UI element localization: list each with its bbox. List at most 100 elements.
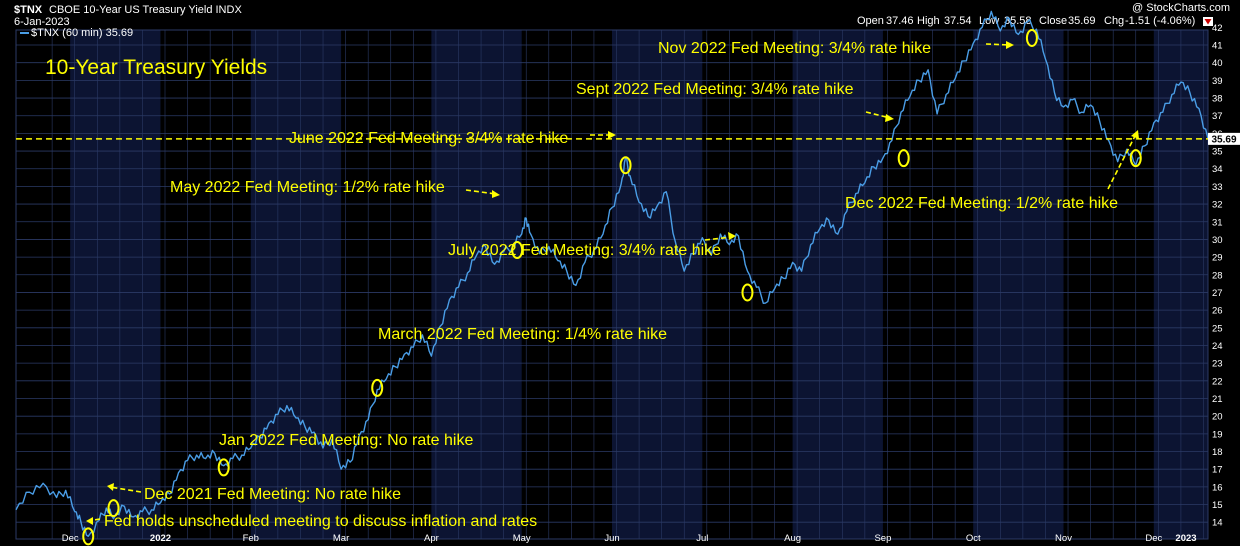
annotation-marker-1 [82, 527, 95, 546]
month-band-5 [792, 30, 883, 539]
down-triangle-icon [1203, 17, 1213, 26]
y-tick-label-21: 34 [1212, 164, 1223, 175]
annotation-arrows [86, 41, 1139, 525]
annotation-arrowhead-10 [1131, 130, 1139, 139]
y-tick-label-24: 37 [1212, 111, 1223, 122]
price-series-line [15, 10, 1209, 537]
y-tick-label-17: 30 [1212, 235, 1223, 246]
y-tick-label-27: 40 [1212, 58, 1223, 69]
close-value: 35.69 [1068, 15, 1096, 27]
y-tick-label-15: 28 [1212, 270, 1223, 281]
date-label: 6-Jan-2023 [14, 16, 70, 28]
annotation-label-10: Dec 2022 Fed Meeting: 1/2% rate hike [845, 195, 1118, 212]
x-tick-label-2: 2022 [150, 533, 171, 544]
month-band-1 [70, 30, 161, 539]
x-tick-label-7: Jun [604, 533, 619, 544]
y-tick-label-26: 39 [1212, 76, 1223, 87]
y-tick-label-22: 35 [1212, 147, 1223, 158]
x-tick-label-8: Jul [696, 533, 708, 544]
symbol-label: $TNX [14, 4, 43, 16]
y-tick-label-20: 33 [1212, 182, 1223, 193]
high-label: High [917, 15, 940, 27]
open-value: 37.46 [886, 15, 914, 27]
y-tick-label-4: 17 [1212, 465, 1223, 476]
y-tick-label-11: 24 [1212, 341, 1223, 352]
annotation-arrowhead-8 [885, 114, 894, 122]
y-tick-label-1: 14 [1212, 518, 1223, 529]
y-tick-label-10: 23 [1212, 359, 1223, 370]
x-tick-label-10: Sep [874, 533, 891, 544]
annotation-marker-8 [897, 149, 910, 168]
y-tick-label-5: 18 [1212, 447, 1223, 458]
y-tick-label-16: 29 [1212, 253, 1223, 264]
x-tick-label-9: Aug [784, 533, 801, 544]
y-tick-label-13: 26 [1212, 306, 1223, 317]
annotation-arrowhead-1 [86, 517, 93, 525]
annotation-arrowhead-7 [728, 232, 736, 240]
annotation-label-5: May 2022 Fed Meeting: 1/2% rate hike [170, 179, 445, 196]
x-tick-label-6: May [513, 533, 531, 544]
annotation-markers [82, 28, 1142, 546]
x-tick-label-3: Feb [243, 533, 259, 544]
annotation-arrowhead-9 [1006, 41, 1014, 49]
annotation-arrow-7 [704, 236, 733, 241]
y-tick-label-9: 22 [1212, 376, 1223, 387]
plot-frame [15, 29, 1209, 540]
y-tick-label-6: 19 [1212, 429, 1223, 440]
x-tick-label-13: Dec [1145, 533, 1162, 544]
x-tick-label-5: Apr [424, 533, 439, 544]
annotation-marker-9 [1025, 28, 1038, 47]
x-tick-label-14: 2023 [1175, 533, 1196, 544]
y-tick-label-25: 38 [1212, 94, 1223, 105]
annotation-marker-3 [217, 458, 230, 477]
chg-value: -1.51 (-4.06%) [1125, 15, 1195, 27]
chg-label: Chg [1104, 15, 1124, 27]
annotation-label-7: July 2022 Fed Meeting: 3/4% rate hike [448, 242, 721, 259]
annotation-marker-7 [741, 283, 754, 302]
x-tick-label-11: Oct [966, 533, 981, 544]
annotation-arrow-2 [109, 486, 142, 493]
x-tick-label-12: Nov [1055, 533, 1072, 544]
description-label: CBOE 10-Year US Treasury Yield INDX [49, 4, 242, 16]
legend: $TNX (60 min) 35.69 [20, 27, 133, 39]
annotation-arrow-5 [465, 189, 497, 195]
grid-lines [16, 30, 1208, 539]
y-tick-label-19: 32 [1212, 200, 1223, 211]
annotation-arrowhead-2 [107, 483, 114, 491]
y-tick-label-14: 27 [1212, 288, 1223, 299]
x-axis: Dec 2022 Feb Mar Apr May Jun Jul Aug Sep Oct Nov Dec… [62, 533, 1197, 544]
last-value-tag: 35.69 [1208, 132, 1240, 145]
high-value: 37.54 [944, 15, 972, 27]
y-tick-label-12: 25 [1212, 323, 1223, 334]
annotation-marker-10 [1129, 149, 1142, 168]
chart-title: 10-Year Treasury Yields [45, 56, 267, 79]
month-band-6 [973, 30, 1064, 539]
y-tick-label-7: 20 [1212, 412, 1223, 423]
last-value-label: 35.69 [1211, 134, 1236, 145]
annotation-arrowhead-5 [492, 190, 500, 198]
annotation-label-9: Nov 2022 Fed Meeting: 3/4% rate hike [658, 40, 931, 57]
watermark: @ StockCharts.com [1132, 2, 1230, 14]
annotation-label-4: March 2022 Fed Meeting: 1/4% rate hike [378, 326, 667, 343]
annotation-arrowhead-6 [608, 131, 616, 139]
open-label: Open [857, 15, 884, 27]
y-tick-label-3: 16 [1212, 482, 1223, 493]
annotation-marker-2 [107, 499, 120, 518]
x-tick-label-4: Mar [333, 533, 349, 544]
close-label: Close [1039, 15, 1067, 27]
y-tick-label-18: 31 [1212, 217, 1223, 228]
y-tick-label-2: 15 [1212, 500, 1223, 511]
y-tick-label-8: 21 [1212, 394, 1223, 405]
annotation-arrow-10 [1107, 133, 1137, 190]
annotation-marker-6 [619, 156, 632, 175]
x-tick-label-1: Dec [62, 533, 79, 544]
annotation-label-3: Jan 2022 Fed Meeting: No rate hike [219, 432, 473, 449]
y-tick-label-29: 42 [1212, 23, 1223, 34]
y-tick-label-28: 41 [1212, 41, 1223, 52]
y-axis: 14 15 16 17 18 19 20 21 22 23 24 25 26 27 28 29 30 31 32 33… [1212, 23, 1223, 529]
annotation-label-2: Dec 2021 Fed Meeting: No rate hike [144, 486, 401, 503]
month-band-2 [250, 30, 342, 539]
legend-label: $TNX (60 min) 35.69 [31, 27, 133, 39]
